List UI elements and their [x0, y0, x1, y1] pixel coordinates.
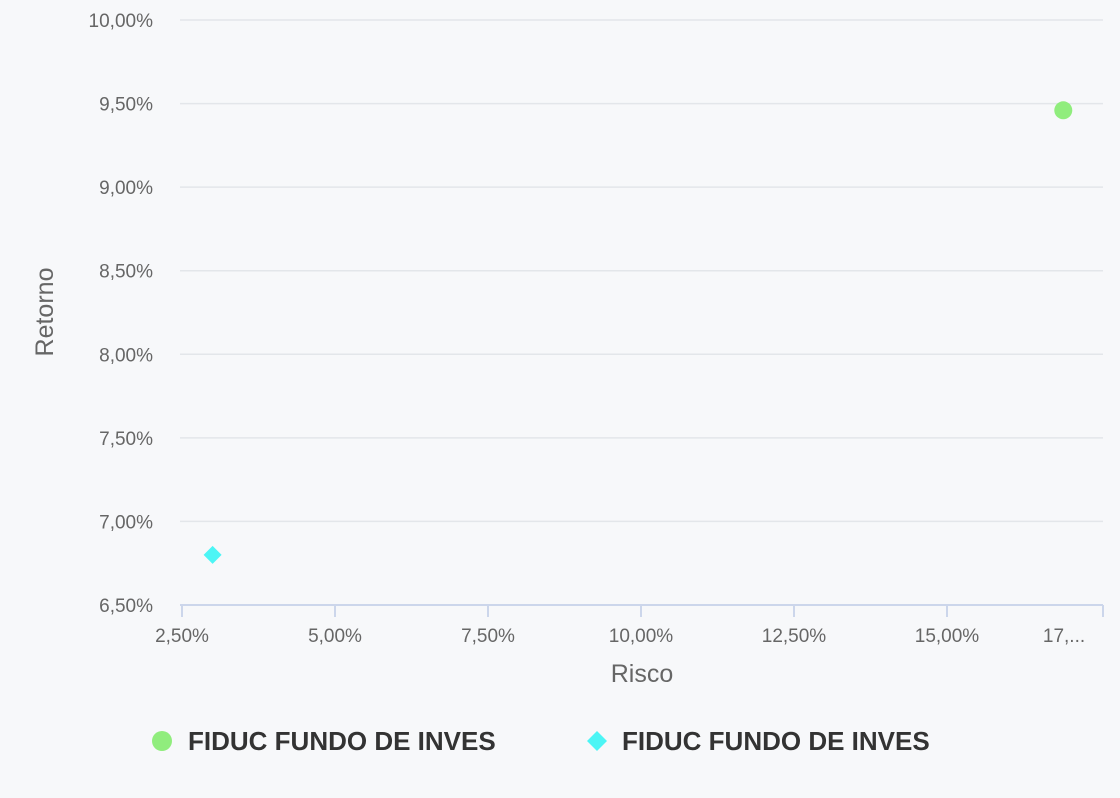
x-tick-label: 17,... [1043, 626, 1085, 647]
legend-marker-circle-icon [152, 731, 172, 751]
x-axis-title: Risco [611, 660, 674, 688]
legend-item-1[interactable]: FIDUC FUNDO DE INVES [587, 726, 930, 756]
x-axis-ticks: 2,50% 5,00% 7,50% 10,00% 12,50% 15,00% 17,... [155, 605, 1104, 647]
legend: FIDUC FUNDO DE INVES FIDUC FUNDO DE INVE… [152, 726, 930, 756]
legend-marker-diamond-icon [587, 731, 607, 751]
data-points [203, 101, 1073, 564]
y-axis-ticks: 6,50% 7,00% 7,50% 8,00% 8,50% 9,00% 9,50% 10,00… [89, 11, 154, 617]
x-tick-label: 15,00% [915, 626, 980, 647]
y-tick-label: 10,00% [89, 11, 154, 32]
y-tick-label: 9,50% [99, 95, 153, 116]
legend-label-0: FIDUC FUNDO DE INVES [188, 726, 496, 756]
x-tick-label: 5,00% [308, 626, 362, 647]
x-tick-label: 10,00% [609, 626, 674, 647]
y-tick-label: 7,00% [99, 512, 153, 533]
y-tick-label: 8,50% [99, 262, 153, 283]
x-tick-label: 7,50% [461, 626, 515, 647]
legend-item-0[interactable]: FIDUC FUNDO DE INVES [152, 726, 496, 756]
y-axis-title: Retorno [31, 268, 59, 357]
y-tick-label: 8,00% [99, 345, 153, 366]
scatter-point-series-1-0[interactable] [203, 545, 222, 564]
y-tick-label: 9,00% [99, 178, 153, 199]
scatter-point-series-0-0[interactable] [1054, 101, 1073, 120]
x-tick-label: 2,50% [155, 626, 209, 647]
grid-lines [180, 19, 1103, 523]
legend-label-1: FIDUC FUNDO DE INVES [622, 726, 930, 756]
x-tick-label: 12,50% [762, 626, 827, 647]
y-tick-label: 7,50% [99, 429, 153, 450]
y-tick-label: 6,50% [99, 596, 153, 617]
